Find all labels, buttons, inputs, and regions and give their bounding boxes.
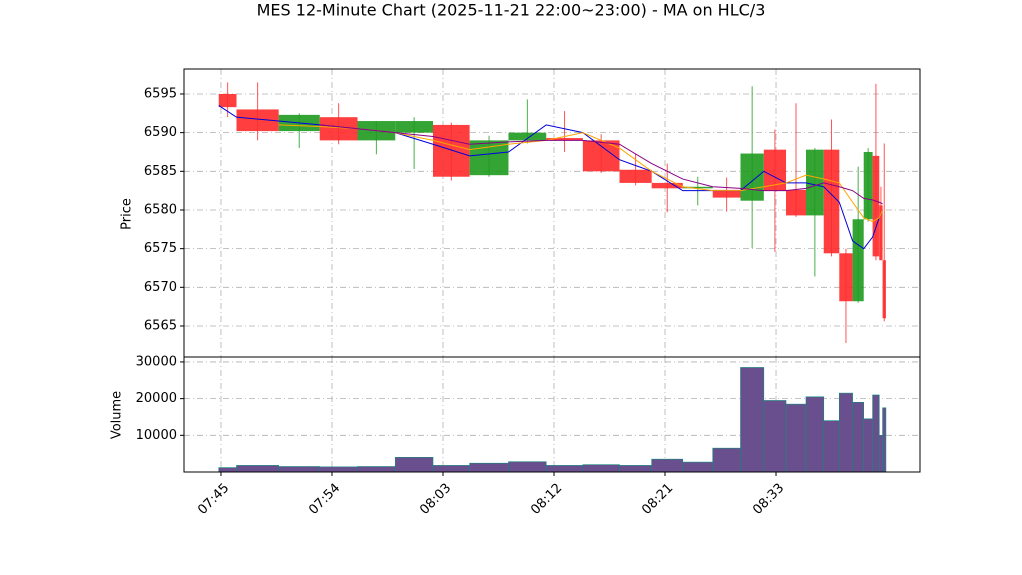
y-tick-label: 6580 xyxy=(144,202,177,217)
volume-bar xyxy=(218,467,237,473)
candle-body xyxy=(879,205,883,261)
volume-bar xyxy=(863,418,873,473)
volume-bar xyxy=(763,400,787,473)
volume-bar xyxy=(469,462,509,473)
candle-body xyxy=(839,253,853,302)
volume-bar xyxy=(582,464,620,473)
volume-bar xyxy=(508,461,547,473)
candle-body xyxy=(872,155,880,257)
candle-body xyxy=(651,182,683,189)
candle-body xyxy=(546,138,583,141)
y-tick-label: 6590 xyxy=(144,125,177,140)
candle-body xyxy=(786,189,806,216)
volume-bar xyxy=(619,465,652,473)
volume-bar xyxy=(278,466,321,473)
candle-body xyxy=(432,124,470,177)
volume-bar xyxy=(838,392,853,473)
x-tick-label: 07:54 xyxy=(306,481,343,518)
y-tick-label: 20000 xyxy=(136,391,177,406)
x-tick-label: 08:03 xyxy=(417,481,454,518)
candle-body xyxy=(805,149,824,216)
volume-bar xyxy=(682,461,714,473)
candle-body xyxy=(882,260,886,319)
y-tick-label: 6595 xyxy=(144,86,177,101)
volume-bar xyxy=(882,407,887,473)
volume-bar xyxy=(394,457,434,473)
volume-bar xyxy=(545,465,584,473)
candle-body xyxy=(619,169,652,183)
y-axis-label: Price xyxy=(120,198,135,230)
candle-body xyxy=(469,140,509,176)
candle-body xyxy=(508,132,547,141)
x-tick-label: 08:12 xyxy=(528,481,565,518)
y-tick-label: 30000 xyxy=(136,354,177,369)
ma-line xyxy=(319,124,883,205)
volume-bar xyxy=(852,402,865,473)
volume-bar xyxy=(785,403,807,473)
y-tick-label: 10000 xyxy=(136,428,177,443)
y-tick-label: 6585 xyxy=(144,164,177,179)
y-tick-label: 6575 xyxy=(144,241,177,256)
volume-bar xyxy=(319,466,358,473)
candle-body xyxy=(236,109,279,132)
x-tick-label: 07:45 xyxy=(195,481,232,518)
volume-bar xyxy=(872,394,880,473)
volume-bar xyxy=(712,447,741,473)
y-axis-label: Volume xyxy=(110,391,125,439)
volume-bar xyxy=(805,396,825,473)
candle-body xyxy=(863,151,873,220)
volume-bar xyxy=(357,466,396,473)
ma-line xyxy=(278,124,884,223)
y-tick-label: 6570 xyxy=(144,280,177,295)
x-tick-label: 08:21 xyxy=(639,481,676,518)
x-tick-label: 08:33 xyxy=(750,481,787,518)
volume-bar xyxy=(651,458,684,473)
candle-body xyxy=(712,189,741,198)
volume-bar xyxy=(432,465,470,473)
candle-body xyxy=(319,117,358,141)
volume-bar xyxy=(740,367,765,473)
candle-body xyxy=(682,186,713,189)
candle-body xyxy=(740,153,764,201)
volume-bar xyxy=(823,420,840,473)
candle-body xyxy=(218,93,237,108)
volume-bar xyxy=(236,465,279,473)
candle-body xyxy=(852,219,864,302)
candle-body xyxy=(823,149,840,254)
volume-bar xyxy=(878,435,883,473)
candle-body xyxy=(395,121,433,133)
y-tick-label: 6565 xyxy=(144,318,177,333)
chart-title: MES 12-Minute Chart (2025-11-21 22:00~23… xyxy=(257,1,766,20)
plot-frame xyxy=(183,356,921,473)
